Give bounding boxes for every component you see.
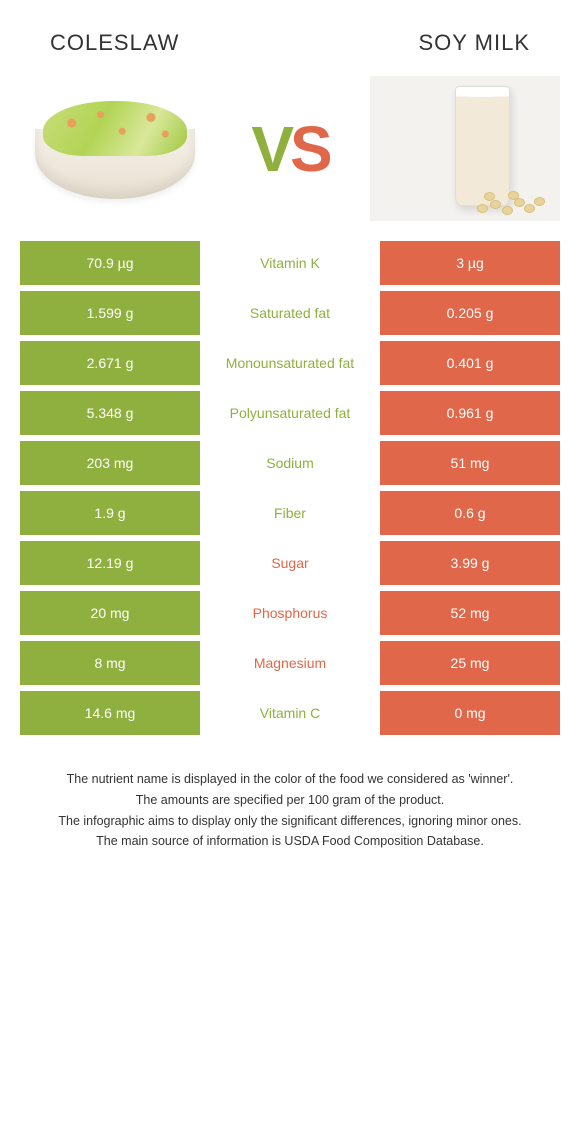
images-row: VS: [20, 66, 560, 241]
infographic-container: COLESLAW SOY MILK VS 70.9 µgVitamin K3 µ…: [0, 0, 580, 883]
soymilk-image: [370, 76, 560, 221]
nutrient-label-cell: Sodium: [200, 441, 380, 485]
table-row: 14.6 mgVitamin C0 mg: [20, 691, 560, 735]
left-value-cell: 12.19 g: [20, 541, 200, 585]
footer-line: The nutrient name is displayed in the co…: [30, 770, 550, 789]
left-title: COLESLAW: [50, 30, 179, 56]
left-value-cell: 70.9 µg: [20, 241, 200, 285]
soybeans-icon: [472, 185, 552, 215]
nutrient-label-cell: Phosphorus: [200, 591, 380, 635]
nutrient-label-cell: Polyunsaturated fat: [200, 391, 380, 435]
right-value-cell: 51 mg: [380, 441, 560, 485]
right-value-cell: 3.99 g: [380, 541, 560, 585]
comparison-table: 70.9 µgVitamin K3 µg 1.599 gSaturated fat…: [20, 241, 560, 735]
vs-v: V: [251, 112, 290, 186]
left-value-cell: 20 mg: [20, 591, 200, 635]
table-row: 2.671 gMonounsaturated fat0.401 g: [20, 341, 560, 385]
left-value-cell: 2.671 g: [20, 341, 200, 385]
table-row: 8 mgMagnesium25 mg: [20, 641, 560, 685]
right-value-cell: 0 mg: [380, 691, 560, 735]
left-value-cell: 14.6 mg: [20, 691, 200, 735]
right-value-cell: 0.401 g: [380, 341, 560, 385]
vs-label: VS: [251, 112, 328, 186]
right-value-cell: 0.961 g: [380, 391, 560, 435]
nutrient-label-cell: Fiber: [200, 491, 380, 535]
right-value-cell: 52 mg: [380, 591, 560, 635]
left-value-cell: 1.9 g: [20, 491, 200, 535]
table-row: 5.348 gPolyunsaturated fat0.961 g: [20, 391, 560, 435]
soy-box: [370, 76, 560, 221]
footer-notes: The nutrient name is displayed in the co…: [20, 770, 560, 851]
nutrient-label-cell: Sugar: [200, 541, 380, 585]
right-value-cell: 0.205 g: [380, 291, 560, 335]
nutrient-label-cell: Vitamin K: [200, 241, 380, 285]
footer-line: The infographic aims to display only the…: [30, 812, 550, 831]
right-value-cell: 0.6 g: [380, 491, 560, 535]
left-value-cell: 1.599 g: [20, 291, 200, 335]
salad-icon: [43, 101, 187, 156]
nutrient-label-cell: Magnesium: [200, 641, 380, 685]
table-row: 203 mgSodium51 mg: [20, 441, 560, 485]
nutrient-label-cell: Monounsaturated fat: [200, 341, 380, 385]
table-row: 20 mgPhosphorus52 mg: [20, 591, 560, 635]
table-row: 70.9 µgVitamin K3 µg: [20, 241, 560, 285]
coleslaw-image: [20, 76, 210, 221]
footer-line: The main source of information is USDA F…: [30, 832, 550, 851]
nutrient-label-cell: Vitamin C: [200, 691, 380, 735]
table-row: 1.9 gFiber0.6 g: [20, 491, 560, 535]
right-value-cell: 25 mg: [380, 641, 560, 685]
header-row: COLESLAW SOY MILK: [20, 30, 560, 66]
left-value-cell: 203 mg: [20, 441, 200, 485]
table-row: 12.19 gSugar3.99 g: [20, 541, 560, 585]
left-value-cell: 5.348 g: [20, 391, 200, 435]
nutrient-label-cell: Saturated fat: [200, 291, 380, 335]
footer-line: The amounts are specified per 100 gram o…: [30, 791, 550, 810]
right-title: SOY MILK: [418, 30, 530, 56]
table-row: 1.599 gSaturated fat0.205 g: [20, 291, 560, 335]
left-value-cell: 8 mg: [20, 641, 200, 685]
vs-s: S: [290, 112, 329, 186]
bowl-icon: [35, 129, 195, 199]
right-value-cell: 3 µg: [380, 241, 560, 285]
